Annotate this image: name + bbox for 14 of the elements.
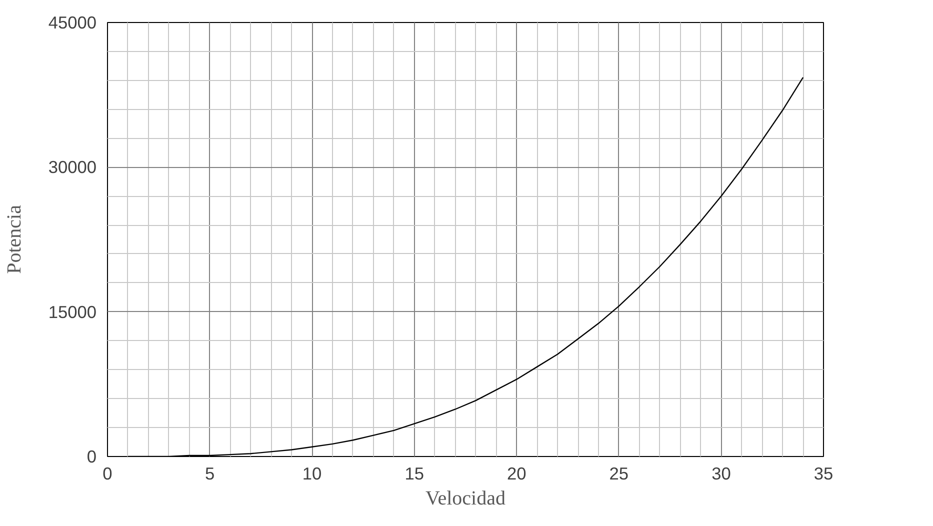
x-tick-label: 20 (507, 464, 526, 484)
y-tick-label: 0 (86, 446, 97, 466)
x-axis-title: Velocidad (426, 488, 506, 510)
y-axis-title: Potencia (3, 204, 26, 274)
x-tick-label: 35 (814, 464, 834, 484)
x-tick-label: 0 (102, 464, 112, 484)
x-tick-label: 30 (712, 464, 731, 484)
x-tick-label: 5 (204, 464, 215, 484)
y-tick-label: 30000 (48, 157, 96, 178)
y-tick-label: 15000 (48, 302, 96, 322)
x-tick-label: 15 (404, 464, 424, 484)
y-tick-label: 45000 (48, 12, 96, 32)
x-tick-label: 10 (302, 464, 322, 484)
x-tick-label: 25 (609, 464, 629, 484)
